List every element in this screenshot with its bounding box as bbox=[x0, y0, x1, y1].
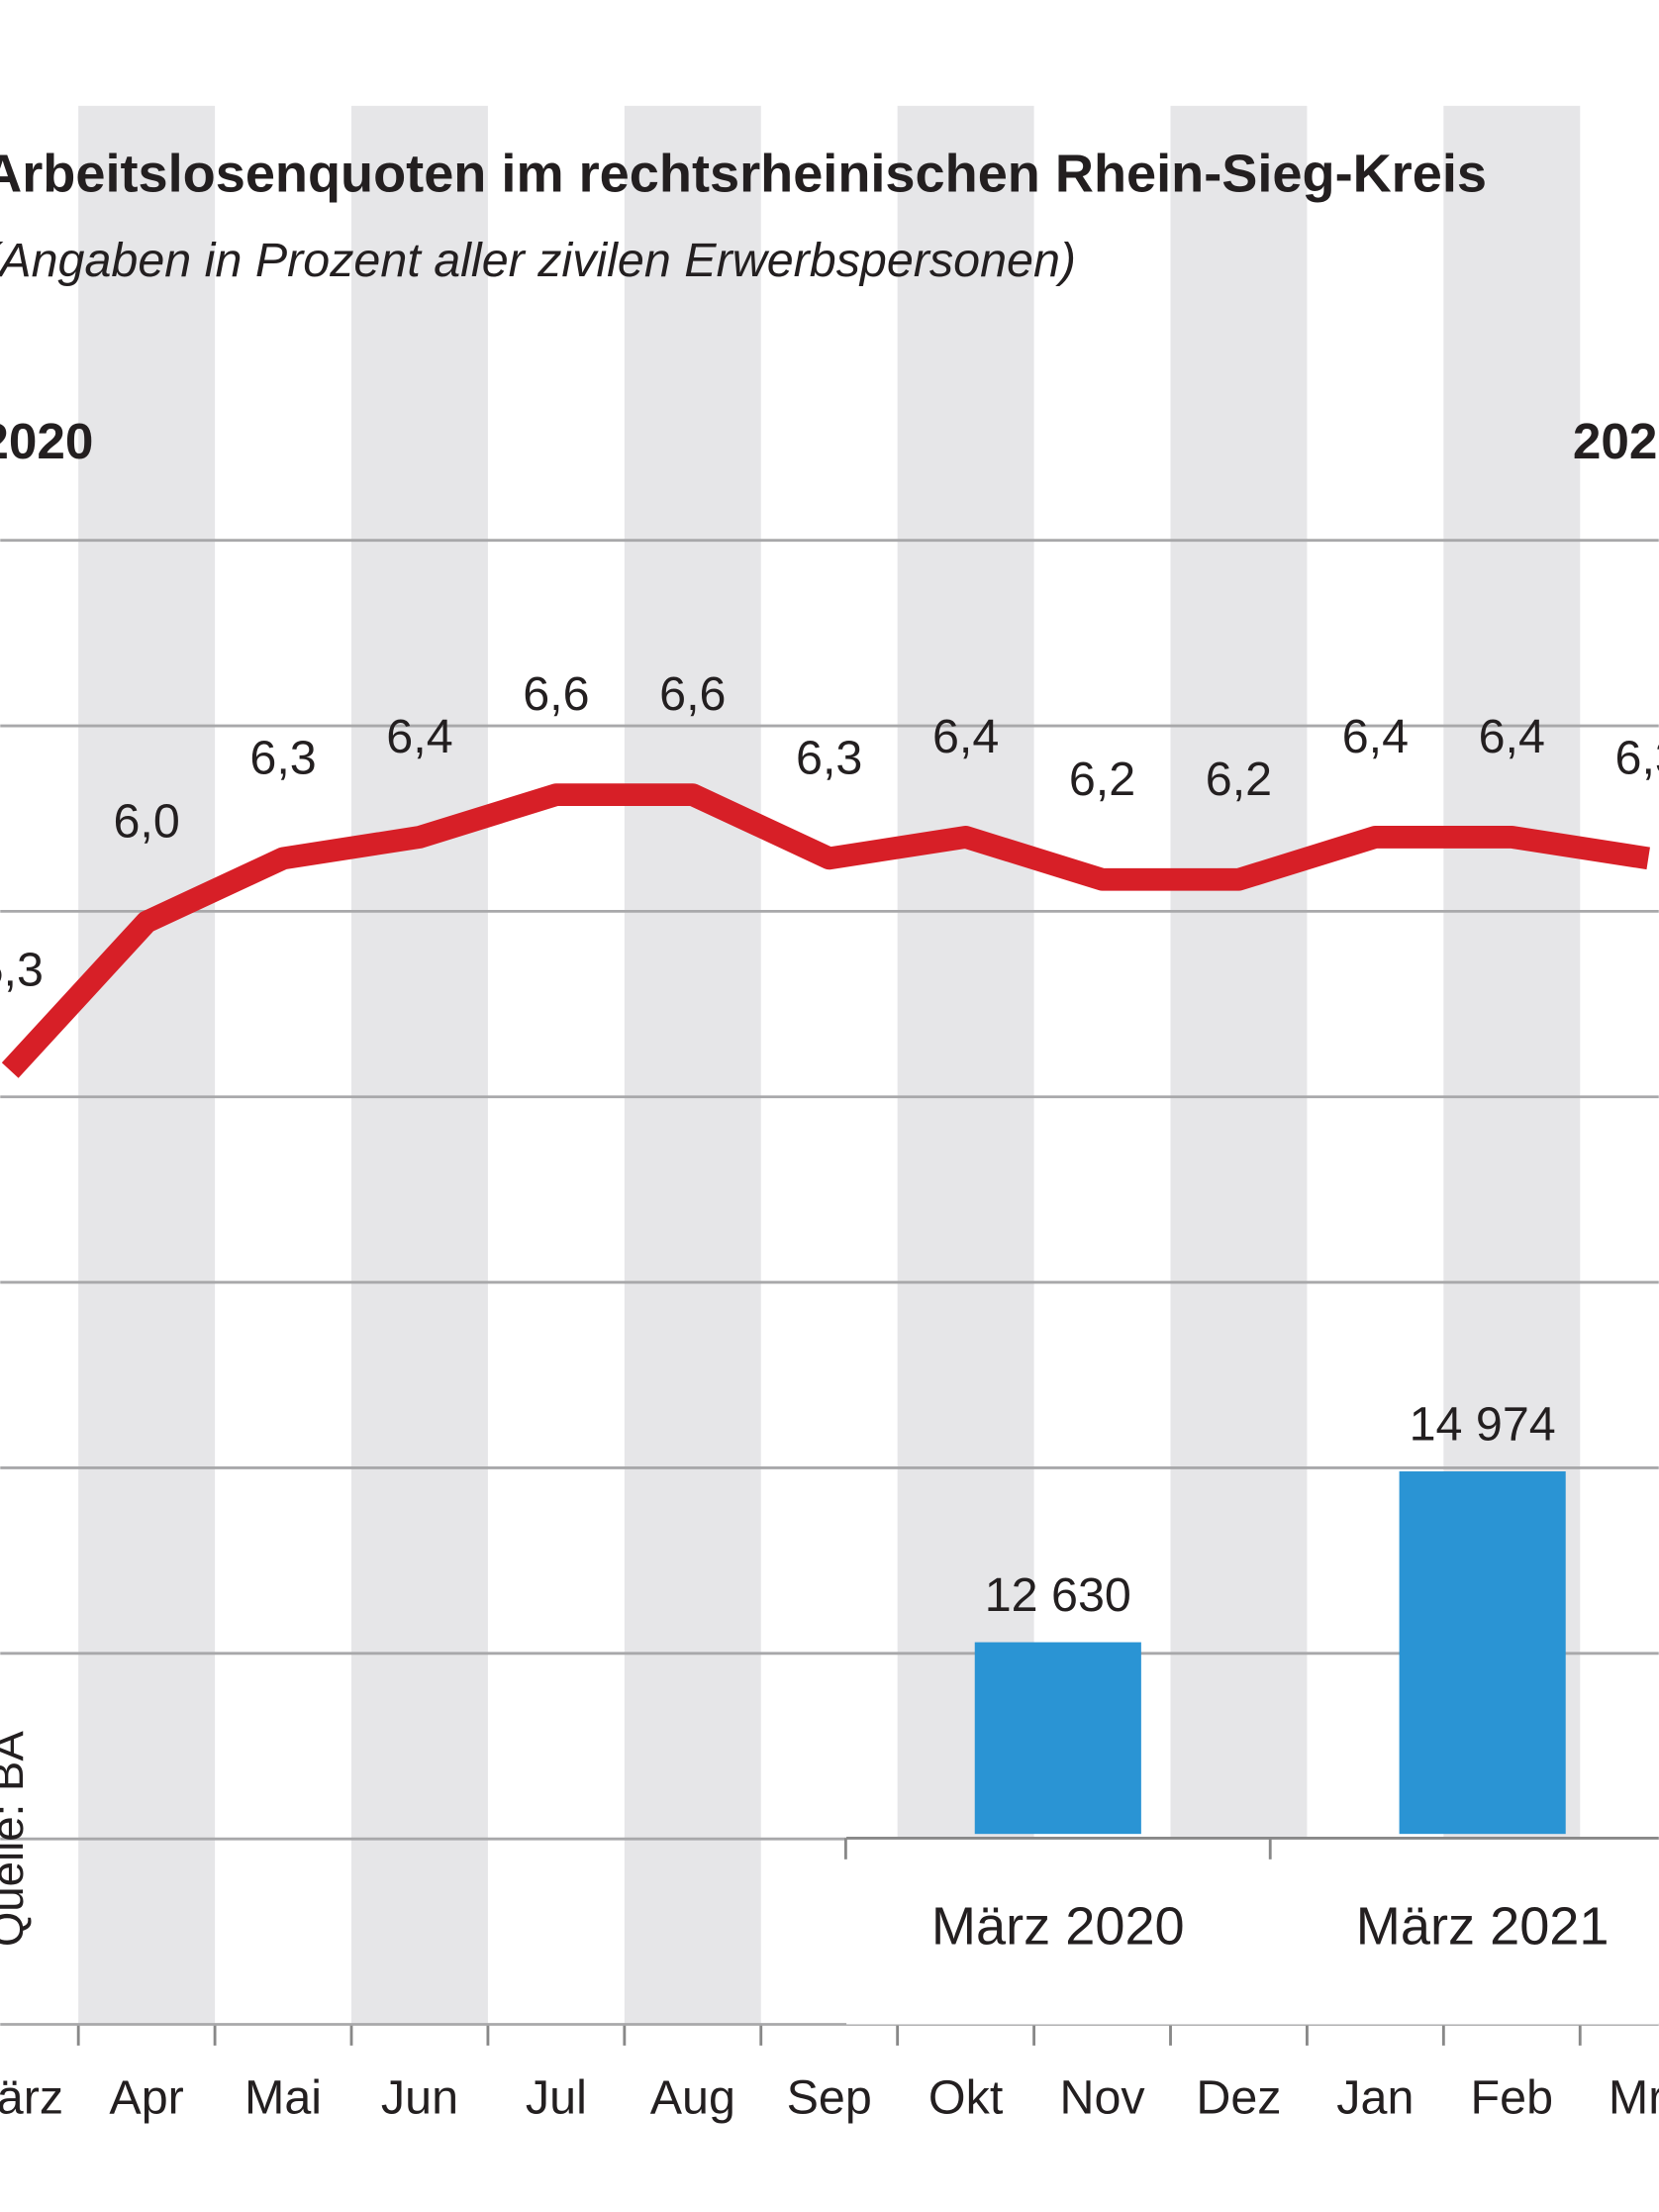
data-label: 6,4 bbox=[1479, 710, 1545, 763]
year-label: 2020 bbox=[0, 413, 93, 469]
x-tick-label: Mai bbox=[244, 2070, 322, 2124]
data-label: 6,3 bbox=[796, 731, 862, 784]
x-tick-label: März bbox=[0, 2070, 63, 2124]
bar bbox=[974, 1642, 1141, 1835]
data-label: 12 630 bbox=[985, 1568, 1131, 1622]
data-label: 6,6 bbox=[659, 667, 726, 721]
x-tick-label: Sep bbox=[787, 2070, 872, 2124]
x-tick-label: Aug bbox=[650, 2070, 735, 2124]
stripe bbox=[78, 105, 216, 2025]
x-tick-label: Apr bbox=[109, 2070, 183, 2124]
data-label: 6,4 bbox=[1342, 710, 1409, 763]
x-tick-label: Jan bbox=[1336, 2070, 1414, 2124]
data-label: 6,0 bbox=[113, 795, 179, 849]
source: Quelle: BA bbox=[0, 1731, 33, 1947]
data-label: 6,4 bbox=[386, 710, 452, 763]
x-tick-label: Mrz bbox=[1609, 2070, 1659, 2124]
data-label: 5,3 bbox=[0, 943, 44, 996]
data-label: 6,3 bbox=[249, 731, 316, 784]
year-label: 2021 bbox=[1573, 413, 1659, 469]
data-label: 6,4 bbox=[932, 710, 999, 763]
x-tick-label: Jul bbox=[526, 2070, 587, 2124]
x-tick-label: März 2021 bbox=[1356, 1896, 1610, 1956]
x-tick-label: Nov bbox=[1059, 2070, 1145, 2124]
chart-subtitle: (Angaben in Prozent aller zivilen Erwerb… bbox=[0, 234, 1076, 287]
x-tick-label: Okt bbox=[928, 2070, 1004, 2124]
chart-title: Arbeitslosenquoten im rechtsrheinischen … bbox=[0, 145, 1487, 204]
x-tick-label: Jun bbox=[381, 2070, 458, 2124]
background-stripes bbox=[78, 105, 1581, 2025]
x-tick-label: Feb bbox=[1471, 2070, 1553, 2124]
data-label: 6,6 bbox=[523, 667, 589, 721]
stripe bbox=[1170, 105, 1308, 2025]
x-tick-label: März 2020 bbox=[931, 1896, 1185, 1956]
stripe bbox=[624, 105, 761, 2025]
x-tick-label: Dez bbox=[1196, 2070, 1281, 2124]
stripe bbox=[351, 105, 488, 2025]
data-line bbox=[1, 783, 1650, 1078]
data-label: 6,2 bbox=[1069, 753, 1135, 806]
inset-background bbox=[846, 1838, 1659, 2025]
bar bbox=[1399, 1471, 1566, 1835]
data-label: 14 974 bbox=[1410, 1398, 1556, 1452]
data-label: 6,3 bbox=[1615, 731, 1659, 784]
data-label: 6,2 bbox=[1206, 753, 1272, 806]
